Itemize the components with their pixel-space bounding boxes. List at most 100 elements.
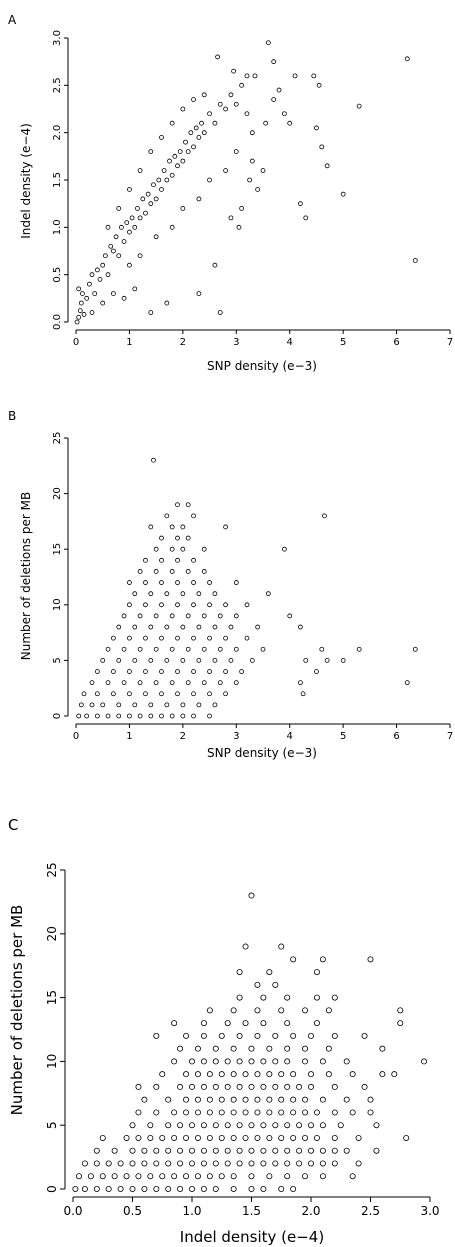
data-point	[325, 1007, 332, 1014]
data-point	[105, 1186, 112, 1193]
data-point	[92, 291, 98, 297]
data-point	[140, 196, 146, 202]
data-point	[343, 1058, 350, 1065]
data-point	[255, 187, 261, 192]
data-point	[127, 229, 132, 235]
data-point	[111, 248, 116, 254]
data-point	[218, 1032, 225, 1039]
data-point	[248, 1186, 255, 1193]
data-point	[343, 1096, 350, 1103]
data-point	[143, 602, 148, 608]
data-point	[143, 580, 148, 585]
data-point	[201, 613, 207, 619]
data-point	[185, 502, 191, 508]
data-point	[145, 191, 151, 197]
data-point	[180, 158, 186, 164]
data-point	[153, 613, 159, 619]
data-point	[223, 635, 229, 641]
data-point	[188, 1186, 195, 1193]
data-point	[266, 1071, 273, 1078]
data-point	[188, 1058, 195, 1065]
data-point	[159, 187, 164, 192]
x-tick-label: 2	[180, 731, 186, 742]
data-point	[200, 1147, 207, 1154]
data-point	[116, 713, 122, 719]
data-point	[230, 1045, 237, 1052]
data-point	[159, 713, 164, 719]
data-point	[316, 82, 322, 88]
data-point	[248, 1147, 255, 1154]
data-point	[143, 557, 148, 563]
data-point	[207, 691, 212, 697]
data-point	[177, 1122, 184, 1129]
data-point	[183, 1071, 190, 1078]
data-point	[278, 943, 285, 950]
y-tick-label: 10	[52, 598, 63, 611]
data-point	[397, 1007, 404, 1014]
data-point	[200, 1020, 207, 1027]
data-point	[183, 1173, 190, 1180]
data-point	[307, 1147, 314, 1154]
data-point	[313, 994, 320, 1001]
data-point	[171, 1173, 178, 1180]
data-point	[153, 1032, 160, 1039]
data-point	[207, 713, 212, 719]
data-point	[116, 205, 122, 211]
data-point	[196, 624, 202, 630]
data-point	[201, 92, 207, 98]
data-point	[183, 1096, 190, 1103]
data-point	[249, 158, 255, 164]
data-point	[260, 1058, 267, 1065]
data-point	[121, 613, 127, 619]
data-point	[361, 1083, 368, 1090]
data-point	[356, 646, 362, 652]
data-point	[105, 680, 111, 686]
data-point	[200, 1186, 207, 1193]
data-point	[217, 646, 223, 652]
data-point	[159, 669, 164, 674]
x-axis-title: SNP density (e−3)	[207, 746, 317, 760]
data-point	[148, 524, 154, 530]
data-point	[260, 1147, 267, 1154]
data-point	[169, 546, 175, 552]
data-point	[111, 691, 116, 697]
data-point	[191, 557, 196, 563]
data-point	[165, 1147, 172, 1154]
data-point	[84, 713, 90, 719]
data-point	[94, 669, 100, 674]
data-point	[81, 1186, 88, 1193]
data-point	[169, 524, 175, 530]
x-tick-label: 6	[393, 731, 399, 742]
y-tick-label: 1.0	[52, 219, 63, 235]
data-point	[325, 1071, 332, 1078]
data-point	[191, 669, 196, 674]
data-point	[191, 635, 196, 641]
data-point	[254, 1134, 261, 1141]
data-point	[236, 224, 242, 230]
panel-c-axes: 0.0 0.5 1.0 1.5 2.0 2.5 3.0 0 5 10 15 20 25	[45, 862, 440, 1218]
data-point	[165, 1186, 172, 1193]
panel-a-axes: 0 1 2 3 4 5 6 7 0.0 0.5 1.0 1.5 2.0 2.5 3.0	[52, 30, 453, 348]
data-point	[193, 125, 199, 131]
data-point	[290, 1032, 297, 1039]
data-point	[111, 1147, 118, 1154]
data-point	[153, 680, 159, 686]
data-point	[143, 669, 148, 674]
data-point	[94, 713, 100, 719]
data-point	[331, 1109, 338, 1116]
data-point	[361, 1032, 368, 1039]
data-point	[137, 168, 143, 173]
data-point	[177, 1186, 184, 1193]
data-point	[278, 1134, 285, 1141]
data-point	[296, 1147, 303, 1154]
data-point	[290, 1186, 297, 1193]
data-point	[239, 669, 245, 674]
y-tick-label: 0	[52, 713, 63, 719]
data-point	[284, 1045, 291, 1052]
data-point	[212, 1122, 219, 1129]
data-point	[147, 1173, 154, 1180]
data-point	[164, 624, 170, 630]
data-point	[287, 120, 293, 126]
data-point	[105, 272, 111, 278]
data-point	[311, 73, 317, 79]
